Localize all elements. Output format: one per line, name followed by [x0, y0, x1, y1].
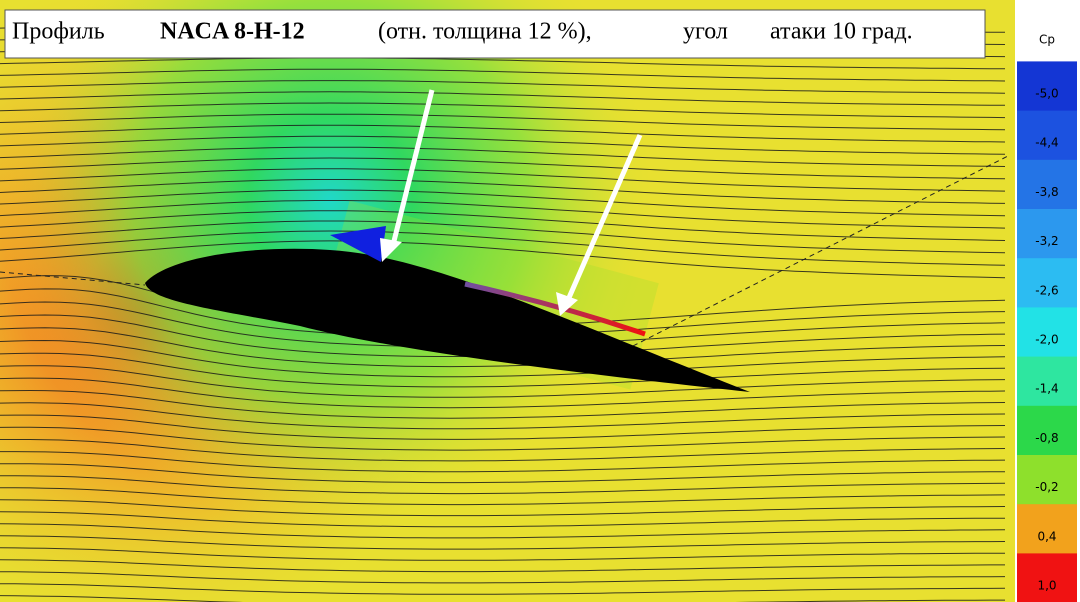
streamline	[0, 240, 1006, 279]
streamline	[0, 124, 1006, 143]
streamline	[0, 389, 1006, 419]
streamline	[0, 559, 1005, 573]
streamline	[0, 146, 1006, 167]
streamline	[0, 402, 1006, 430]
title-box	[4, 9, 986, 59]
streamline	[0, 168, 1006, 192]
streamline	[0, 102, 1006, 119]
colorbar-label: -3,2	[1035, 234, 1058, 248]
colorbar-swatch	[1017, 356, 1077, 407]
colorbar-swatch	[1017, 405, 1077, 456]
streamline	[0, 365, 1006, 398]
separation-line	[464, 281, 646, 337]
streamline	[0, 91, 1006, 106]
streamline	[0, 80, 1006, 94]
colorbar-label: -5,0	[1035, 87, 1058, 101]
streamline	[0, 200, 1006, 229]
streamline	[0, 571, 1006, 584]
colorbar-swatch	[1017, 455, 1077, 505]
title-text: Профиль	[12, 19, 105, 45]
streamline	[0, 68, 1006, 82]
title-text: атаки 10 град.	[770, 19, 913, 45]
streamline	[0, 157, 1006, 180]
colorbar-swatch	[1017, 258, 1077, 308]
title-text: NACA 8-H-12	[160, 19, 305, 45]
streamline	[0, 487, 1006, 506]
colorbar-swatch	[1017, 504, 1077, 554]
streamline	[0, 327, 1006, 368]
colorbar-swatch	[1017, 61, 1077, 112]
streamline	[0, 439, 1006, 462]
airfoil	[145, 248, 750, 392]
colorbar-title: Cp	[1039, 33, 1055, 47]
colorbar-label: -4,4	[1035, 136, 1058, 150]
streamline	[0, 113, 1006, 131]
chord-line	[0, 271, 146, 286]
streamline	[0, 210, 1006, 241]
colorbar-swatch	[1017, 110, 1077, 161]
streamline	[0, 499, 1006, 517]
colorbar-label: -0,2	[1035, 480, 1058, 494]
colorbar-label: -1,4	[1035, 382, 1058, 396]
streamline	[0, 377, 1006, 409]
colorbar-label: -2,6	[1035, 283, 1058, 297]
colorbar-label: 1,0	[1037, 579, 1056, 593]
streamline	[0, 414, 1006, 440]
streamline	[0, 426, 1006, 451]
colorbar-swatch	[1017, 159, 1077, 210]
streamline	[0, 583, 1006, 595]
streamline	[0, 475, 1006, 495]
colorbar-label: 0,4	[1037, 529, 1056, 543]
streamline	[0, 523, 1006, 539]
colorbar-swatch	[1017, 307, 1077, 358]
streamline	[0, 179, 1006, 204]
colorbar-swatch	[1017, 553, 1077, 602]
streamline	[0, 451, 1006, 473]
flow-direction-marker	[330, 226, 386, 262]
streamline	[0, 189, 1006, 217]
streamline	[0, 595, 1005, 602]
streamline	[0, 230, 1006, 266]
streamline	[0, 57, 1006, 70]
streamline	[0, 547, 1005, 561]
streamline	[0, 352, 1006, 388]
title-text: угол	[683, 19, 728, 45]
streamline	[0, 511, 1005, 528]
colorbar-label: -3,8	[1035, 185, 1058, 199]
pointer-arrows	[380, 89, 643, 316]
colorbar-label: -2,0	[1035, 333, 1058, 347]
colorbar-swatch	[1017, 209, 1077, 259]
colorbar-label: -0,8	[1035, 431, 1058, 445]
streamline	[0, 463, 1006, 484]
streamline	[0, 135, 1006, 155]
title-text: (отн. толщина 12 %),	[378, 19, 592, 45]
streamline	[0, 535, 1006, 550]
streamline	[0, 339, 1006, 378]
streamline	[0, 220, 1006, 254]
